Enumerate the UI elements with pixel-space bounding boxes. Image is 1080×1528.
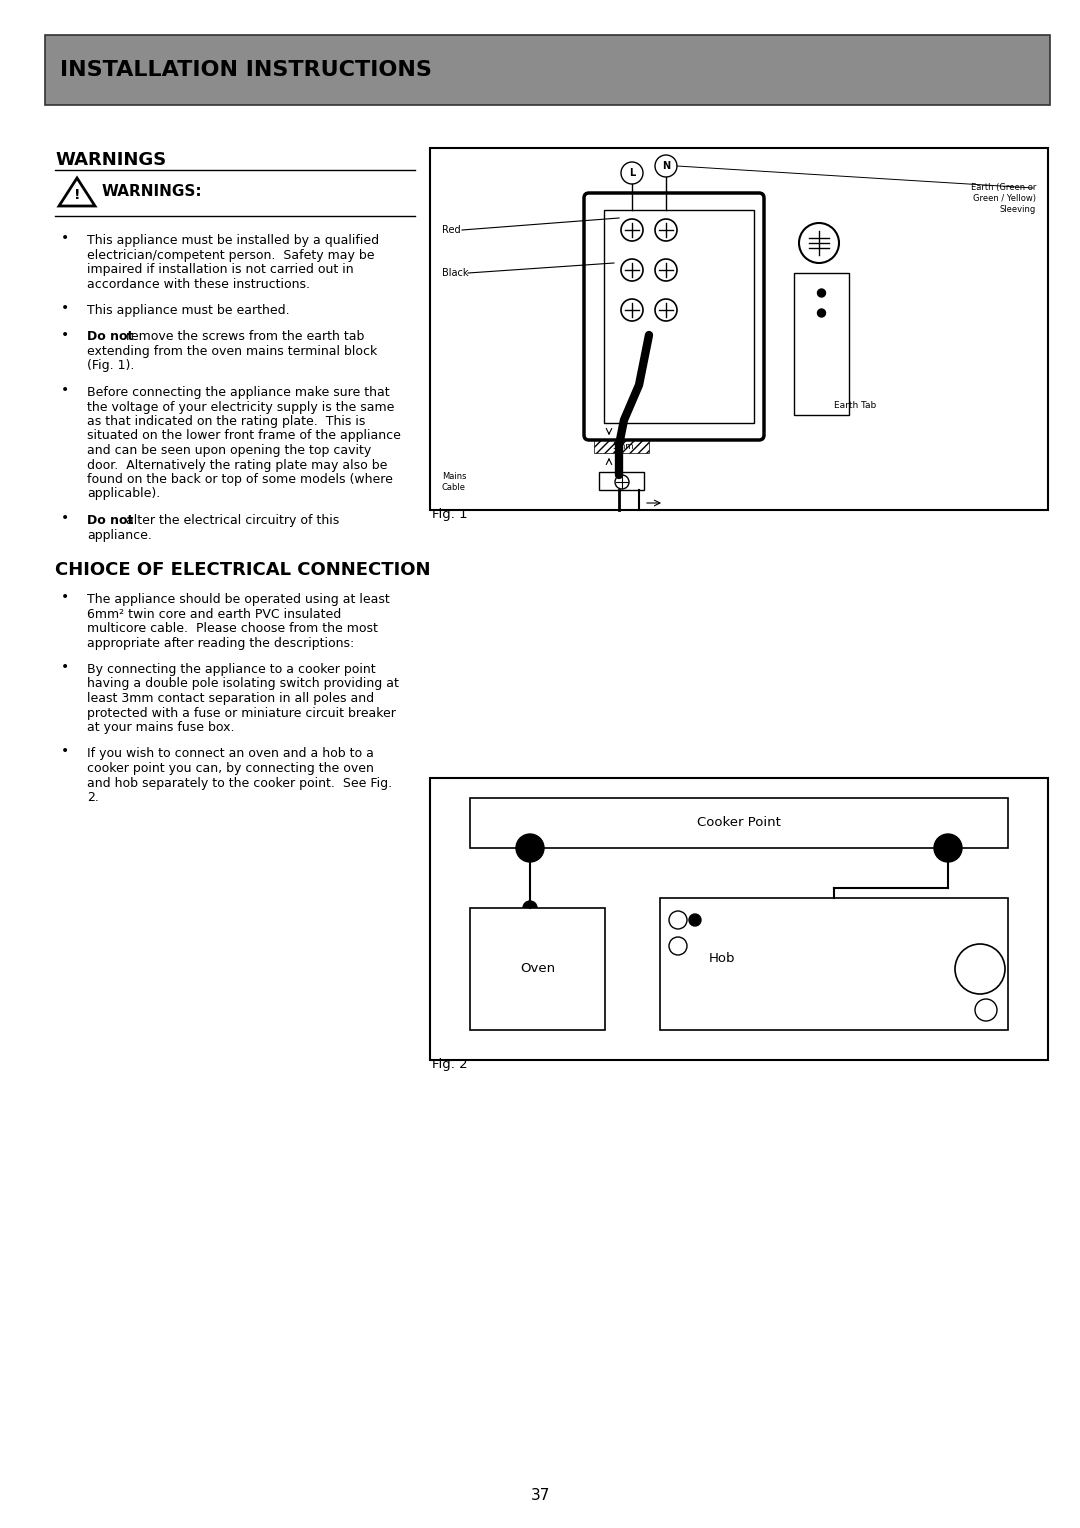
Text: •: • xyxy=(60,590,69,604)
Text: situated on the lower front frame of the appliance: situated on the lower front frame of the… xyxy=(87,429,401,443)
Text: Earth (Green or: Earth (Green or xyxy=(971,183,1036,193)
Text: cooker point you can, by connecting the oven: cooker point you can, by connecting the … xyxy=(87,762,374,775)
Text: Red: Red xyxy=(442,225,461,235)
Text: Hob: Hob xyxy=(708,952,735,966)
Text: •: • xyxy=(60,384,69,397)
Bar xyxy=(794,274,849,416)
Text: •: • xyxy=(60,327,69,341)
Text: and can be seen upon opening the top cavity: and can be seen upon opening the top cav… xyxy=(87,445,372,457)
Bar xyxy=(470,798,1008,848)
Bar xyxy=(660,898,1008,1030)
Text: extending from the oven mains terminal block: extending from the oven mains terminal b… xyxy=(87,345,377,358)
Text: Earth Tab: Earth Tab xyxy=(834,400,876,410)
Text: •: • xyxy=(60,660,69,674)
Text: appliance.: appliance. xyxy=(87,529,152,541)
Text: L: L xyxy=(629,168,635,177)
Text: !: ! xyxy=(73,188,80,202)
Text: least 3mm contact separation in all poles and: least 3mm contact separation in all pole… xyxy=(87,692,374,704)
Circle shape xyxy=(818,309,825,316)
Text: The appliance should be operated using at least: The appliance should be operated using a… xyxy=(87,593,390,607)
Text: N: N xyxy=(662,160,670,171)
Text: applicable).: applicable). xyxy=(87,487,160,501)
Text: Oven: Oven xyxy=(519,963,555,975)
Text: Green / Yellow): Green / Yellow) xyxy=(973,194,1036,203)
Text: WARNINGS: WARNINGS xyxy=(55,151,166,170)
Text: and hob separately to the cooker point.  See Fig.: and hob separately to the cooker point. … xyxy=(87,776,392,790)
Circle shape xyxy=(689,914,701,926)
Text: CHIOCE OF ELECTRICAL CONNECTION: CHIOCE OF ELECTRICAL CONNECTION xyxy=(55,561,431,579)
Text: INSTALLATION INSTRUCTIONS: INSTALLATION INSTRUCTIONS xyxy=(60,60,432,79)
Text: Black: Black xyxy=(442,267,469,278)
Text: 2.: 2. xyxy=(87,792,99,804)
Text: WARNINGS:: WARNINGS: xyxy=(102,185,203,200)
Text: accordance with these instructions.: accordance with these instructions. xyxy=(87,278,310,290)
Text: If you wish to connect an oven and a hob to a: If you wish to connect an oven and a hob… xyxy=(87,747,374,761)
Circle shape xyxy=(934,834,962,862)
Text: 5mm: 5mm xyxy=(612,442,634,451)
Text: By connecting the appliance to a cooker point: By connecting the appliance to a cooker … xyxy=(87,663,376,675)
Bar xyxy=(594,440,649,452)
FancyBboxPatch shape xyxy=(584,193,764,440)
Text: appropriate after reading the descriptions:: appropriate after reading the descriptio… xyxy=(87,637,354,649)
Circle shape xyxy=(523,902,537,915)
Text: Before connecting the appliance make sure that: Before connecting the appliance make sur… xyxy=(87,387,390,399)
Text: door.  Alternatively the rating plate may also be: door. Alternatively the rating plate may… xyxy=(87,458,388,472)
Text: remove the screws from the earth tab: remove the screws from the earth tab xyxy=(122,330,364,344)
Text: •: • xyxy=(60,231,69,244)
Bar xyxy=(45,35,1050,105)
Text: Mains
Cable: Mains Cable xyxy=(442,472,467,492)
Text: 37: 37 xyxy=(530,1487,550,1502)
Text: alter the electrical circuitry of this: alter the electrical circuitry of this xyxy=(122,513,339,527)
Text: Fig. 1: Fig. 1 xyxy=(432,507,468,521)
Bar xyxy=(430,148,1048,510)
Text: This appliance must be earthed.: This appliance must be earthed. xyxy=(87,304,289,316)
Text: Fig. 2: Fig. 2 xyxy=(432,1057,468,1071)
Text: Cooker Point: Cooker Point xyxy=(697,816,781,830)
Bar xyxy=(599,472,644,490)
Text: •: • xyxy=(60,301,69,315)
Text: the voltage of your electricity supply is the same: the voltage of your electricity supply i… xyxy=(87,400,394,414)
Text: protected with a fuse or miniature circuit breaker: protected with a fuse or miniature circu… xyxy=(87,706,396,720)
Text: Sleeving: Sleeving xyxy=(1000,205,1036,214)
Circle shape xyxy=(818,289,825,296)
Text: impaired if installation is not carried out in: impaired if installation is not carried … xyxy=(87,263,353,277)
Text: electrician/competent person.  Safety may be: electrician/competent person. Safety may… xyxy=(87,249,375,261)
Circle shape xyxy=(516,834,544,862)
Text: This appliance must be installed by a qualified: This appliance must be installed by a qu… xyxy=(87,234,379,248)
Text: at your mains fuse box.: at your mains fuse box. xyxy=(87,721,234,733)
Text: (Fig. 1).: (Fig. 1). xyxy=(87,359,134,373)
Bar xyxy=(470,908,605,1030)
Text: Do not: Do not xyxy=(87,513,133,527)
Text: •: • xyxy=(60,744,69,758)
Text: as that indicated on the rating plate.  This is: as that indicated on the rating plate. T… xyxy=(87,416,365,428)
Text: Do not: Do not xyxy=(87,330,133,344)
Text: multicore cable.  Please choose from the most: multicore cable. Please choose from the … xyxy=(87,622,378,636)
Text: found on the back or top of some models (where: found on the back or top of some models … xyxy=(87,474,393,486)
Text: having a double pole isolating switch providing at: having a double pole isolating switch pr… xyxy=(87,677,399,691)
Text: •: • xyxy=(60,510,69,526)
Bar xyxy=(430,778,1048,1060)
Text: 6mm² twin core and earth PVC insulated: 6mm² twin core and earth PVC insulated xyxy=(87,608,341,620)
Bar xyxy=(604,209,754,423)
